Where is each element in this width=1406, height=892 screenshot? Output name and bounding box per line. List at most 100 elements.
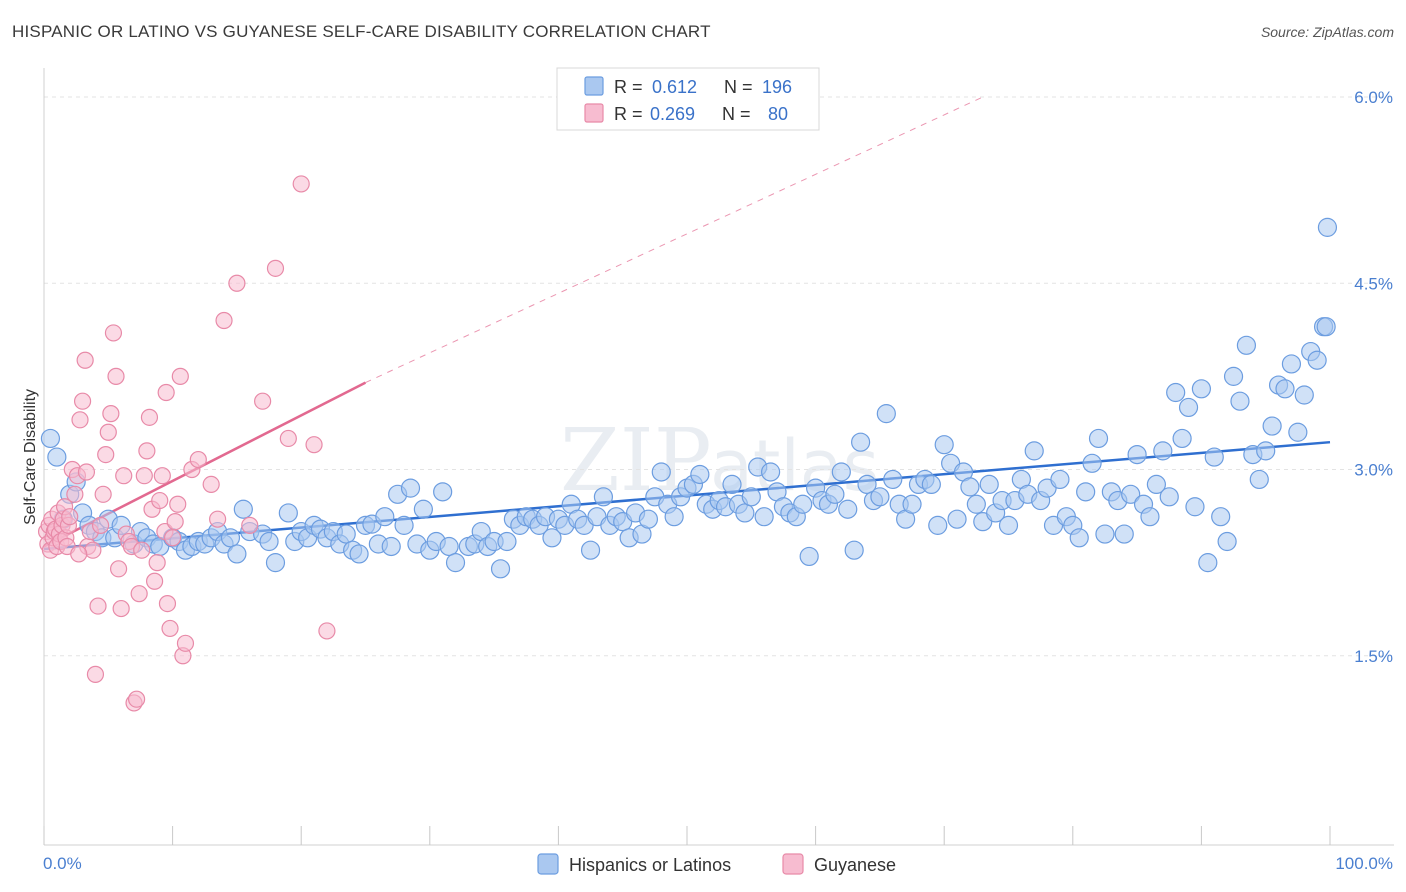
guyanese-point: [145, 572, 164, 590]
legend-hispanic-label: Hispanics or Latinos: [569, 855, 731, 875]
hispanic-point: [928, 515, 948, 535]
hispanic-point: [497, 531, 517, 552]
hispanic-point: [40, 428, 61, 449]
guyanese-point: [76, 351, 94, 369]
hispanic-point: [735, 503, 755, 523]
guyanese-point: [241, 516, 259, 534]
guyanese-point: [151, 491, 169, 510]
hispanic-point: [883, 469, 903, 490]
hispanic-point: [1211, 507, 1231, 527]
guyanese-point: [169, 495, 187, 513]
legend-n-value-guyanese: 80: [768, 104, 788, 124]
hispanic-point: [638, 509, 659, 529]
hispanic-point: [1095, 524, 1115, 544]
hispanic-point: [870, 487, 890, 507]
hispanic-point: [979, 474, 999, 494]
hispanic-point: [413, 499, 433, 519]
guyanese-point: [115, 467, 133, 485]
guyanese-point: [91, 516, 110, 534]
guyanese-point: [140, 408, 159, 426]
guyanese-point: [189, 450, 207, 469]
legend-r-label-guyanese: R =: [614, 104, 643, 124]
legend-hispanic-swatch-icon: [537, 853, 559, 875]
hispanic-point: [760, 462, 781, 482]
hispanic-point: [381, 536, 401, 557]
guyanese-point: [97, 446, 115, 464]
data-points: [37, 175, 1338, 712]
guyanese-point: [164, 529, 182, 547]
chart-title: HISPANIC OR LATINO VS GUYANESE SELF-CARE…: [12, 22, 711, 41]
guyanese-point: [176, 634, 195, 652]
hispanic-point: [902, 494, 922, 514]
guyanese-point: [254, 392, 272, 410]
guyanese-point: [107, 367, 125, 385]
hispanic-point: [227, 544, 247, 564]
hispanic-point: [1088, 428, 1109, 449]
hispanic-point: [580, 540, 601, 560]
hispanic-point: [1185, 497, 1205, 517]
y-tick-label: 3.0%: [1354, 461, 1393, 480]
hispanic-point: [651, 462, 671, 482]
hispanic-point: [1317, 217, 1338, 237]
hispanic-point: [278, 503, 298, 523]
hispanic-point: [960, 477, 980, 497]
hispanic-point: [799, 546, 819, 567]
guyanese-point: [73, 392, 92, 410]
hispanic-point: [1140, 507, 1160, 527]
guyanese-point: [138, 442, 156, 460]
guyanese-point: [215, 311, 233, 330]
hispanic-point: [844, 540, 864, 560]
legend-stats: R = 0.612 N = 196 R = 0.269 N = 80: [556, 67, 820, 131]
guyanese-point: [279, 429, 297, 448]
guyanese-point: [94, 485, 112, 503]
legend-r-label-hispanic: R =: [614, 77, 643, 97]
hispanic-point: [265, 553, 286, 573]
guyanese-point: [266, 259, 285, 277]
hispanic-point: [1146, 474, 1166, 494]
hispanic-point: [1307, 350, 1327, 370]
guyanese-point: [292, 175, 310, 193]
hispanic-point: [375, 507, 395, 527]
guyanese-point: [318, 622, 336, 640]
legend-n-label-hispanic: N =: [724, 77, 753, 97]
hispanic-point: [439, 536, 459, 557]
hispanic-point: [966, 494, 986, 514]
hispanic-point: [1153, 441, 1173, 461]
hispanic-point: [1230, 391, 1250, 411]
hispanic-point: [490, 559, 511, 579]
hispanic-point: [934, 435, 954, 455]
hispanic-point: [741, 487, 761, 507]
grid: [44, 96, 1394, 657]
guyanese-point: [102, 405, 120, 423]
hispanic-point: [542, 528, 562, 548]
source-credit: Source: ZipAtlas.com: [1260, 24, 1394, 40]
legend-swatch-guyanese-icon: [584, 103, 604, 123]
hispanic-point: [1262, 416, 1282, 436]
hispanic-point: [1288, 422, 1308, 442]
hispanic-point: [690, 464, 710, 485]
hispanic-point: [664, 507, 684, 527]
hispanic-point: [336, 524, 356, 544]
guyanese-point: [171, 367, 189, 385]
hispanic-point: [433, 482, 453, 502]
hispanic-point: [998, 515, 1019, 535]
hispanic-point: [1275, 379, 1295, 399]
hispanic-point: [47, 447, 67, 467]
hispanic-point: [1236, 335, 1257, 355]
hispanic-point: [722, 474, 742, 494]
hispanic-point: [1076, 482, 1096, 502]
guyanese-point: [77, 463, 96, 481]
guyanese-point: [202, 475, 220, 493]
y-tick-label: 6.0%: [1354, 88, 1393, 107]
hispanic-point: [1178, 397, 1199, 418]
hispanic-point: [1069, 528, 1089, 548]
guyanese-point: [153, 467, 171, 485]
hispanic-point: [1204, 447, 1224, 467]
x-tick-label-min: 0.0%: [43, 854, 82, 873]
guyanese-trend-extension: [365, 96, 983, 384]
legend-guyanese-label: Guyanese: [814, 855, 896, 875]
legend-n-label-guyanese: N =: [722, 104, 751, 124]
legend-guyanese-swatch-icon: [782, 853, 804, 875]
x-tick-label-max: 100.0%: [1335, 854, 1393, 873]
